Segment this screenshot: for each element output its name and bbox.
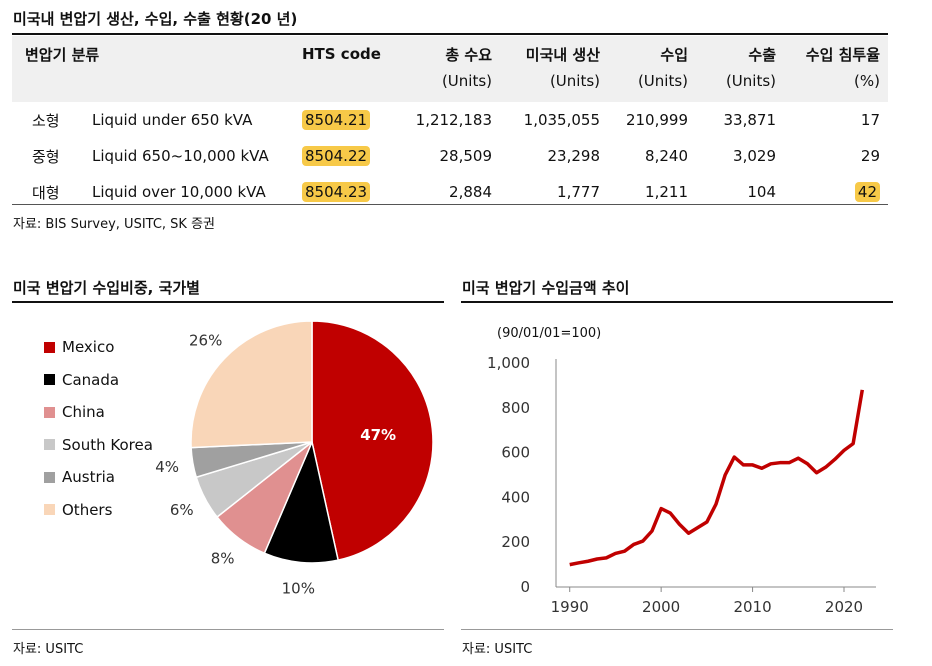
table-row: 중형 Liquid 650~10,000 kVA 8504.22 28,509 …: [12, 138, 888, 174]
pie-source: 자료: USITC: [13, 642, 84, 657]
legend-item: Canada: [44, 371, 119, 389]
header-exports: 수출: [696, 36, 784, 72]
row-exports: 33,871: [723, 111, 777, 129]
y-tick-label: 400: [501, 488, 530, 506]
table-title: 미국내 변압기 생산, 수입, 수출 현황(20 년): [13, 10, 298, 28]
row-domestic: 23,298: [547, 147, 601, 165]
legend-item: Mexico: [44, 338, 114, 356]
row-exports: 3,029: [733, 147, 776, 165]
x-tick-label: 1990: [551, 598, 589, 616]
hts-highlight: 8504.23: [302, 182, 371, 202]
pie-data-label: 10%: [282, 579, 315, 597]
legend-swatch: [44, 341, 55, 353]
units-spacer: [12, 72, 402, 102]
row-penetration: 17: [860, 111, 880, 129]
legend-item: South Korea: [44, 436, 153, 454]
row-desc: Liquid under 650 kVA: [92, 111, 253, 129]
row-hts: 8504.23: [302, 174, 402, 210]
table-source: 자료: BIS Survey, USITC, SK 증권: [13, 217, 216, 232]
row-demand: 2,884: [449, 183, 492, 201]
pie-data-label: 47%: [360, 426, 396, 444]
legend-swatch: [44, 504, 55, 515]
x-tick-label: 2010: [733, 598, 771, 616]
header-domestic: 미국내 생산: [500, 36, 608, 72]
legend-swatch: [44, 471, 55, 483]
hts-highlight: 8504.22: [302, 146, 371, 166]
legend-item: Austria: [44, 468, 115, 486]
legend-item: Others: [44, 501, 112, 519]
row-imports: 1,211: [645, 183, 688, 201]
pie-slice-canada: [263, 439, 340, 564]
hts-highlight: 8504.21: [302, 110, 371, 130]
pie-data-label: 26%: [189, 332, 222, 350]
legend-swatch: [44, 374, 55, 385]
line-title-rule: [461, 301, 893, 303]
unit-imports: (Units): [608, 72, 696, 102]
pie-data-label: 6%: [170, 501, 194, 519]
row-imports: 8,240: [645, 147, 688, 165]
row-desc: Liquid 650~10,000 kVA: [92, 147, 269, 165]
header-penetration: 수입 침투율: [784, 36, 888, 72]
table-row: 대형 Liquid over 10,000 kVA 8504.23 2,884 …: [12, 174, 888, 210]
row-penetration: 42: [784, 174, 888, 210]
table-top-rule: [12, 33, 888, 35]
row-domestic: 1,777: [557, 183, 600, 201]
row-size: 소형: [32, 111, 60, 130]
unit-exports: (Units): [696, 72, 784, 102]
y-tick-label: 200: [501, 533, 530, 551]
row-size: 중형: [32, 147, 60, 166]
unit-domestic: (Units): [500, 72, 608, 102]
line-unit-label: (90/01/01=100): [497, 326, 602, 341]
pie-data-label: 4%: [155, 458, 179, 476]
pie-chart: 47% 10% 8% 6% 4% 26%: [155, 320, 434, 597]
pie-bottom-rule: [12, 629, 444, 630]
y-tick-label: 1,000: [487, 354, 530, 372]
pie-data-label: 8%: [211, 550, 235, 568]
row-imports: 210,999: [625, 111, 688, 129]
legend-label: Mexico: [62, 338, 115, 356]
legend-swatch: [44, 439, 55, 450]
legend-item: China: [44, 403, 105, 421]
y-tick-label: 600: [501, 444, 530, 462]
header-category: 변압기 분류: [12, 36, 302, 72]
row-demand: 28,509: [439, 147, 493, 165]
row-hts: 8504.21: [302, 102, 402, 138]
legend-label: Others: [62, 500, 113, 519]
y-tick-label: 0: [520, 578, 530, 596]
penetration-highlight: 42: [854, 182, 880, 202]
line-bottom-rule: [461, 629, 893, 630]
row-desc: Liquid over 10,000 kVA: [92, 183, 266, 201]
header-imports: 수입: [608, 36, 696, 72]
header-demand: 총 수요: [402, 36, 500, 72]
header-hts: HTS code: [302, 36, 402, 72]
pie-slice-others: [190, 320, 313, 449]
legend-label: Canada: [62, 370, 120, 389]
import-value-series: [569, 389, 865, 567]
row-penetration: 29: [860, 147, 880, 165]
table-bottom-rule: [12, 204, 888, 205]
table-row: 소형 Liquid under 650 kVA 8504.21 1,212,18…: [12, 102, 888, 138]
x-tick-label: 2000: [642, 598, 680, 616]
line-source: 자료: USITC: [462, 642, 533, 657]
line-title: 미국 변압기 수입금액 추이: [462, 279, 630, 297]
legend-label: Austria: [62, 468, 115, 486]
unit-penetration: (%): [784, 72, 888, 102]
unit-demand: (Units): [402, 72, 500, 102]
legend-label: South Korea: [62, 435, 153, 454]
line-chart: 0 200 400 600 800 1,000 1990 2000 2010 2020: [487, 354, 876, 616]
legend-label: China: [62, 403, 105, 421]
import-export-table: 변압기 분류 HTS code 총 수요 미국내 생산 수입 수출 수입 침투율…: [12, 36, 888, 210]
y-tick-label: 800: [501, 399, 530, 417]
row-hts: 8504.22: [302, 138, 402, 174]
pie-title-rule: [12, 301, 444, 303]
row-exports: 104: [747, 183, 776, 201]
x-tick-label: 2020: [825, 598, 863, 616]
row-domestic: 1,035,055: [523, 111, 600, 129]
row-demand: 1,212,183: [415, 111, 492, 129]
pie-title: 미국 변압기 수입비중, 국가별: [13, 279, 200, 297]
legend-swatch: [44, 406, 55, 418]
pie-slice-mexico: [311, 320, 434, 562]
row-size: 대형: [32, 183, 60, 202]
